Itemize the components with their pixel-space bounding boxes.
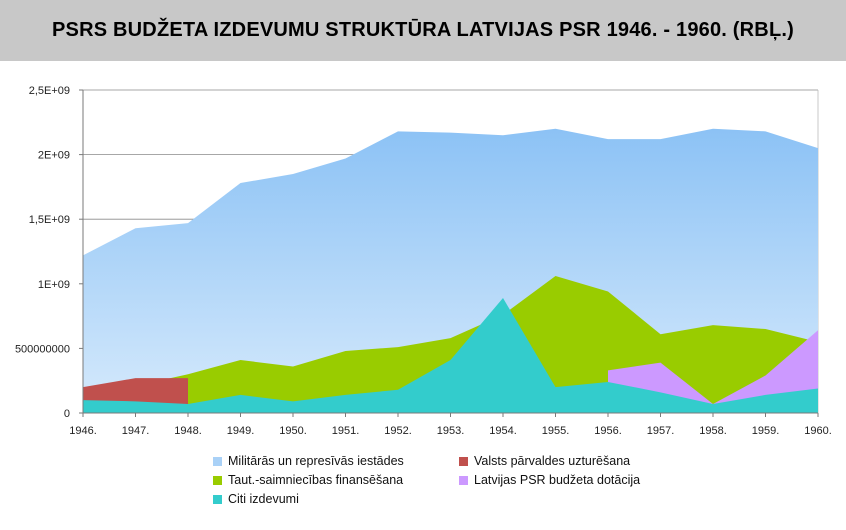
- legend-swatch-subsidy: [459, 475, 468, 485]
- x-tick-label-8: 1954.: [489, 425, 517, 437]
- legend-item-subsidy: Latvijas PSR budžeta dotācija: [459, 473, 640, 487]
- x-tick-label-4: 1950.: [279, 425, 307, 437]
- title-bar: PSRS BUDŽETA IZDEVUMU STRUKTŪRA LATVIJAS…: [0, 0, 846, 61]
- legend-label-subsidy: Latvijas PSR budžeta dotācija: [474, 473, 641, 487]
- x-tick-label-0: 1946.: [69, 425, 97, 437]
- legend-label-administration: Valsts pārvaldes uzturēšana: [474, 454, 631, 468]
- area-chart: 0 500000000 1E+09 1,5E+09 2E+09 2,5E+09 1946.…: [15, 85, 832, 437]
- series-area-4: [83, 298, 818, 413]
- y-tick-label-1: 500000000: [15, 343, 70, 355]
- legend-swatch-other: [213, 494, 222, 504]
- x-tick-label-9: 1955.: [542, 425, 570, 437]
- x-tick-label-2: 1948.: [174, 425, 202, 437]
- x-tick-label-10: 1956.: [594, 425, 622, 437]
- legend-label-economy: Taut.-saimniecības finansēšana: [228, 473, 404, 487]
- series-areas: [83, 128, 818, 413]
- x-tick-label-13: 1959.: [752, 425, 780, 437]
- x-tick-label-11: 1957.: [647, 425, 675, 437]
- legend-swatch-economy: [213, 475, 222, 485]
- y-tick-label-0: 0: [64, 408, 70, 420]
- legend-item-administration: Valsts pārvaldes uzturēšana: [459, 454, 630, 468]
- legend-swatch-military: [213, 456, 222, 466]
- y-tick-label-4: 2E+09: [38, 150, 70, 162]
- x-tick-labels: 1946. 1947. 1948. 1949. 1950. 1951. 1952. 1953.…: [69, 425, 832, 437]
- legend-item-other: Citi izdevumi: [213, 492, 299, 506]
- legend-label-military: Militārās un represīvās iestādes: [228, 454, 404, 468]
- chart-title: PSRS BUDŽETA IZDEVUMU STRUKTŪRA LATVIJAS…: [52, 19, 794, 41]
- y-tick-label-2: 1E+09: [38, 279, 70, 291]
- x-tick-label-6: 1952.: [384, 425, 412, 437]
- x-tick-label-12: 1958.: [699, 425, 727, 437]
- x-tick-label-7: 1953.: [437, 425, 465, 437]
- y-tick-label-5: 2,5E+09: [29, 85, 70, 97]
- x-tick-label-1: 1947.: [122, 425, 150, 437]
- x-tick-label-5: 1951.: [332, 425, 360, 437]
- x-tick-label-14: 1960.: [804, 425, 832, 437]
- x-tick-label-3: 1949.: [227, 425, 255, 437]
- y-tick-labels: 0 500000000 1E+09 1,5E+09 2E+09 2,5E+09: [15, 85, 70, 420]
- legend-label-other: Citi izdevumi: [228, 492, 299, 506]
- axes: [79, 89, 819, 417]
- y-tick-label-3: 1,5E+09: [29, 214, 70, 226]
- legend-item-economy: Taut.-saimniecības finansēšana: [213, 473, 403, 487]
- legend-swatch-administration: [459, 456, 468, 466]
- legend-item-military: Militārās un represīvās iestādes: [213, 454, 404, 468]
